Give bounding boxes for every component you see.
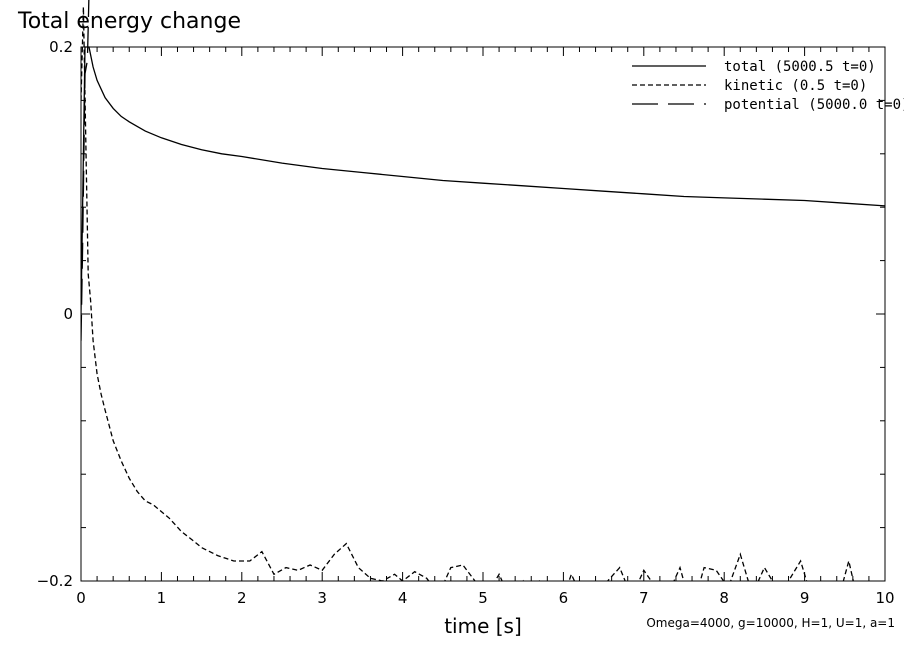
x-tick-label: 2 — [237, 589, 247, 607]
x-tick-label: 7 — [639, 589, 649, 607]
legend: total (5000.5 t=0) kinetic (0.5 t=0) poten… — [632, 59, 904, 113]
parameters-annotation: Omega=4000, g=10000, H=1, U=1, a=1 — [646, 616, 895, 630]
plot-frame — [80, 46, 886, 582]
chart-title: Total energy change — [17, 9, 241, 34]
x-tick-label: 10 — [875, 589, 894, 607]
series-kinetic-line — [81, 6, 874, 581]
x-tick-label: 6 — [559, 589, 569, 607]
y-tick-label: −0.2 — [37, 572, 73, 590]
x-tick-label: 9 — [800, 589, 810, 607]
y-tick-label: 0 — [63, 305, 73, 323]
series-total-line — [81, 46, 885, 315]
series-potential-line — [81, 0, 90, 341]
plot-area: 0 1 2 3 4 5 6 7 8 9 10−0.200.2 — [37, 0, 895, 607]
legend-label-kinetic: kinetic (0.5 t=0) — [724, 78, 867, 94]
x-tick-label: 4 — [398, 589, 408, 607]
legend-label-total: total (5000.5 t=0) — [724, 59, 876, 75]
x-tick-label: 0 — [76, 589, 86, 607]
y-tick-label: 0.2 — [49, 38, 73, 56]
legend-label-potential: potential (5000.0 t=0) — [724, 97, 904, 113]
x-tick-label: 3 — [317, 589, 327, 607]
x-tick-label: 8 — [719, 589, 729, 607]
x-tick-label: 1 — [157, 589, 167, 607]
x-axis-label: time [s] — [444, 614, 522, 638]
x-tick-label: 5 — [478, 589, 488, 607]
